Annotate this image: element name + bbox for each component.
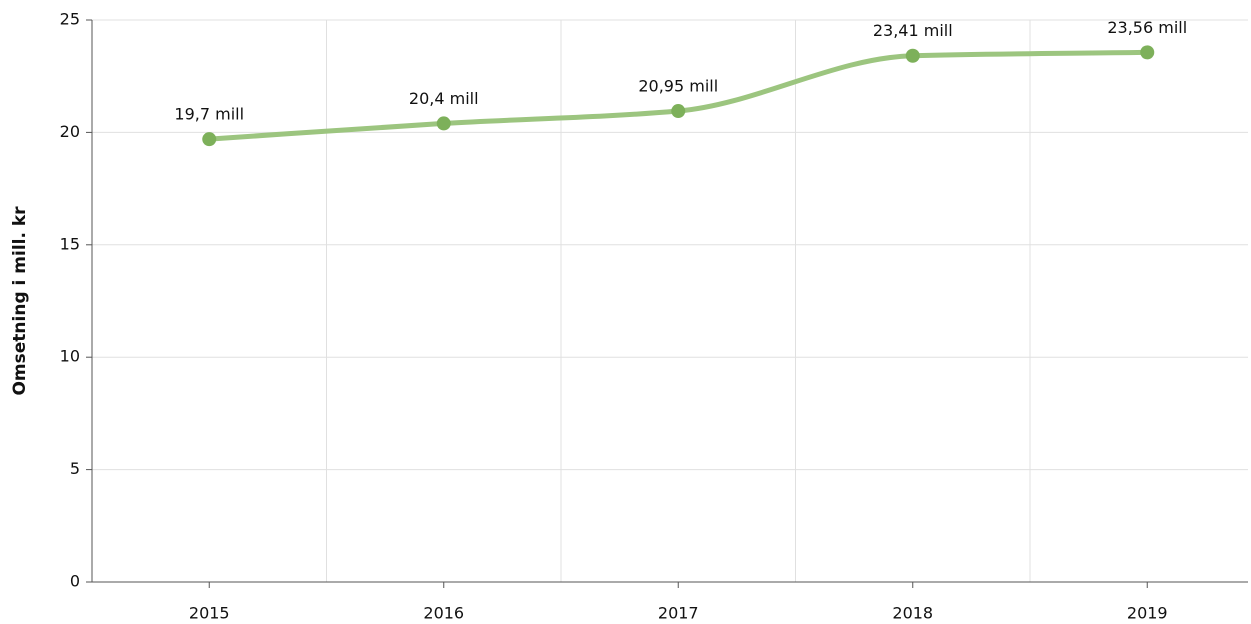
- data-label: 23,41 mill: [873, 21, 953, 40]
- data-label: 20,95 mill: [638, 77, 718, 96]
- line: [206, 49, 1150, 142]
- y-tick-label: 15: [60, 234, 80, 253]
- point: [202, 132, 217, 147]
- y-tick-label: 25: [60, 10, 80, 29]
- point: [1140, 45, 1155, 60]
- point: [436, 116, 451, 131]
- x-tick-label: 2018: [892, 604, 933, 623]
- data-label: 20,4 mill: [409, 89, 479, 108]
- y-axis-label: Omsetning i mill. kr: [10, 206, 30, 396]
- x-tick-label: 2016: [423, 604, 464, 623]
- y-tick-label: 20: [60, 122, 80, 141]
- x-tick-label: 2019: [1127, 604, 1168, 623]
- y-tick-label: 5: [70, 459, 80, 478]
- data-label: 23,56 mill: [1107, 18, 1187, 37]
- point: [671, 104, 686, 119]
- point: [905, 48, 920, 63]
- y-tick-label: 0: [70, 572, 80, 591]
- x-tick-label: 2015: [189, 604, 230, 623]
- y-tick-label: 10: [60, 347, 80, 366]
- data-label: 19,7 mill: [174, 105, 244, 124]
- x-tick-label: 2017: [658, 604, 699, 623]
